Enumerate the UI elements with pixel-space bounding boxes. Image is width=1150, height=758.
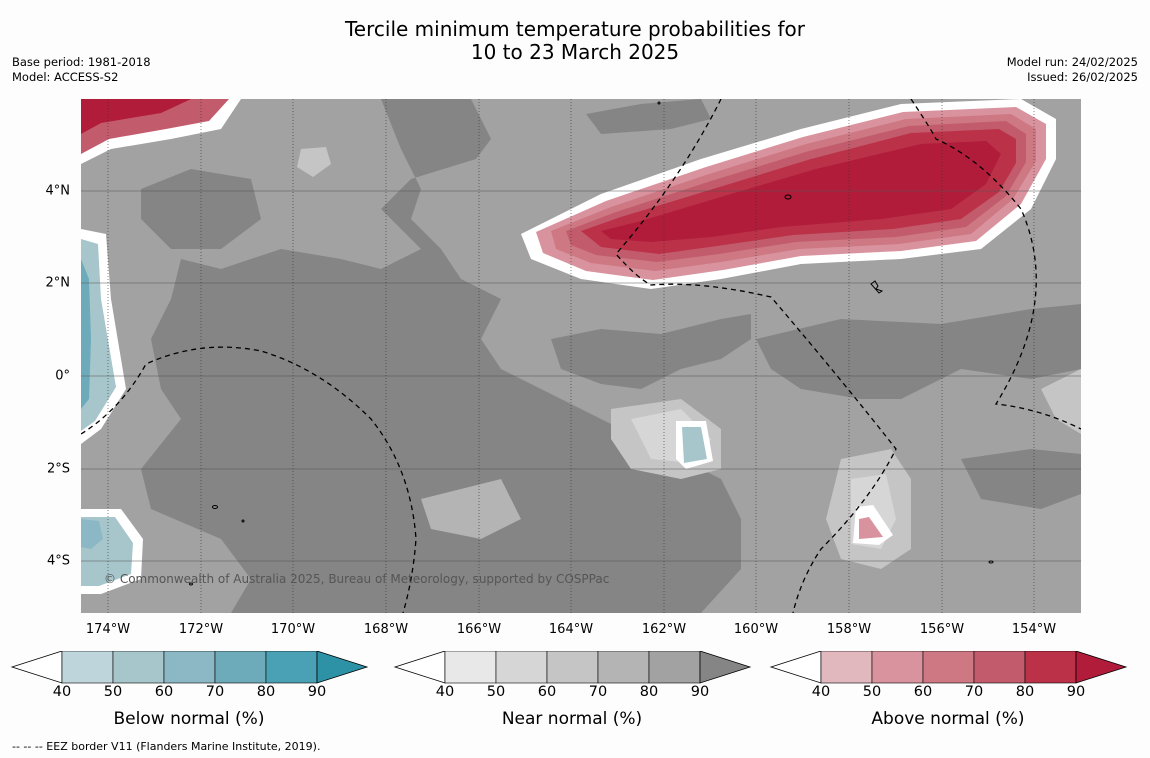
colorbar-near bbox=[393, 651, 752, 684]
colorbar-cell bbox=[597, 651, 650, 684]
colorbar-below-min-arrow bbox=[10, 651, 63, 684]
cb-above-tick: 40 bbox=[811, 684, 831, 700]
info-right: Model run: 24/02/2025 Issued: 26/02/2025 bbox=[1007, 55, 1138, 85]
colorbar-cell bbox=[820, 651, 873, 684]
colorbar-near-cells bbox=[444, 651, 701, 684]
lon-label-158w: 158°W bbox=[826, 622, 872, 637]
lon-label-160w: 160°W bbox=[733, 622, 779, 637]
cb-below-tick: 60 bbox=[154, 684, 174, 700]
colorbar-above-title: Above normal (%) bbox=[871, 709, 1025, 729]
near-90-region-se bbox=[961, 449, 1081, 509]
lat-label-2n: 2°N bbox=[45, 275, 71, 291]
info-left: Base period: 1981-2018 Model: ACCESS-S2 bbox=[12, 55, 151, 85]
cb-near-tick: 80 bbox=[639, 684, 659, 700]
near-90-region-north bbox=[586, 99, 711, 134]
colorbar-cell bbox=[871, 651, 924, 684]
eez-borders bbox=[81, 99, 1081, 613]
probability-map bbox=[81, 99, 1081, 613]
cb-near-tick: 70 bbox=[588, 684, 608, 700]
cb-below-tick: 80 bbox=[256, 684, 276, 700]
title-line-1: Tercile minimum temperature probabilitie… bbox=[344, 17, 806, 41]
colorbar-cell bbox=[163, 651, 216, 684]
near-90-region-west bbox=[141, 99, 741, 613]
colorbar-above-cells bbox=[820, 651, 1077, 684]
colorbar-near-min-arrow bbox=[393, 651, 446, 684]
above-corner-nw-core bbox=[81, 99, 191, 134]
copyright-notice: © Commonwealth of Australia 2025, Bureau… bbox=[104, 572, 610, 586]
cb-above-tick: 80 bbox=[1015, 684, 1035, 700]
colorbar-near-title: Near normal (%) bbox=[501, 709, 643, 729]
colorbar-cell bbox=[495, 651, 548, 684]
near-90-region-nw bbox=[141, 169, 261, 249]
colorbar-cell bbox=[922, 651, 975, 684]
near-60-patch-se bbox=[1041, 369, 1081, 434]
below-60-sw bbox=[81, 519, 103, 549]
near-90-region-central bbox=[551, 314, 751, 389]
colorbar-cell bbox=[214, 651, 267, 684]
near-90-region-east bbox=[756, 304, 1081, 399]
colorbar-cell bbox=[648, 651, 701, 684]
colorbar-below-title: Below normal (%) bbox=[113, 709, 265, 729]
cb-below-tick: 50 bbox=[103, 684, 123, 700]
cb-near-tick: 50 bbox=[486, 684, 506, 700]
colorbar-below-cells bbox=[61, 651, 318, 684]
lon-label-154w: 154°W bbox=[1011, 622, 1057, 637]
lon-label-170w: 170°W bbox=[270, 622, 316, 637]
colorbar-near-max-arrow bbox=[699, 651, 752, 684]
cb-above-tick: 60 bbox=[913, 684, 933, 700]
cb-near-tick: 40 bbox=[435, 684, 455, 700]
colorbar-cell bbox=[444, 651, 497, 684]
cb-below-tick: 40 bbox=[52, 684, 72, 700]
lon-label-166w: 166°W bbox=[456, 622, 502, 637]
title-line-2: 10 to 23 March 2025 bbox=[470, 40, 680, 64]
cb-below-tick: 70 bbox=[205, 684, 225, 700]
issued-text: Issued: 26/02/2025 bbox=[1027, 70, 1138, 84]
graticule bbox=[81, 190, 1081, 562]
colorbar-cell bbox=[546, 651, 599, 684]
lat-label-4n: 4°N bbox=[45, 183, 71, 199]
below-50-central bbox=[682, 427, 707, 463]
lon-label-168w: 168°W bbox=[363, 622, 409, 637]
below-70-west bbox=[81, 259, 91, 409]
colorbar-below bbox=[10, 651, 369, 684]
lon-label-172w: 172°W bbox=[178, 622, 224, 637]
colorbar-above bbox=[769, 651, 1128, 684]
cb-near-tick: 60 bbox=[537, 684, 557, 700]
lon-label-156w: 156°W bbox=[919, 622, 965, 637]
lon-label-174w: 174°W bbox=[85, 622, 131, 637]
colorbar-cell bbox=[1024, 651, 1077, 684]
colorbar-above-min-arrow bbox=[769, 651, 822, 684]
colorbar-cell bbox=[265, 651, 318, 684]
near-70-patch-sw bbox=[421, 479, 521, 539]
above-patch-se-inner bbox=[859, 517, 883, 539]
lon-label-162w: 162°W bbox=[641, 622, 687, 637]
below-50-west bbox=[81, 239, 116, 431]
colorbar-cell bbox=[61, 651, 114, 684]
cb-near-tick: 90 bbox=[690, 684, 710, 700]
colorbar-above-max-arrow bbox=[1075, 651, 1128, 684]
colorbar-cell bbox=[973, 651, 1026, 684]
lat-label-0: 0° bbox=[55, 368, 70, 384]
colorbar-below-max-arrow bbox=[316, 651, 369, 684]
map-title: Tercile minimum temperature probabilitie… bbox=[0, 18, 1150, 64]
cb-above-tick: 90 bbox=[1066, 684, 1086, 700]
lat-label-2s: 2°S bbox=[46, 461, 70, 477]
model-run-text: Model run: 24/02/2025 bbox=[1006, 55, 1138, 69]
base-period-text: Base period: 1981-2018 bbox=[12, 55, 151, 69]
colorbar-cell bbox=[112, 651, 165, 684]
lon-label-164w: 164°W bbox=[548, 622, 594, 637]
cb-above-tick: 50 bbox=[862, 684, 882, 700]
cb-below-tick: 90 bbox=[307, 684, 327, 700]
islands bbox=[189, 101, 994, 586]
eez-footnote: -- -- -- EEZ border V11 (Flanders Marine… bbox=[12, 740, 321, 753]
model-text: Model: ACCESS-S2 bbox=[12, 70, 119, 84]
near-60-patch-nw bbox=[297, 147, 331, 177]
lat-label-4s: 4°S bbox=[46, 553, 70, 569]
above-90-band bbox=[601, 141, 1001, 242]
cb-above-tick: 70 bbox=[964, 684, 984, 700]
